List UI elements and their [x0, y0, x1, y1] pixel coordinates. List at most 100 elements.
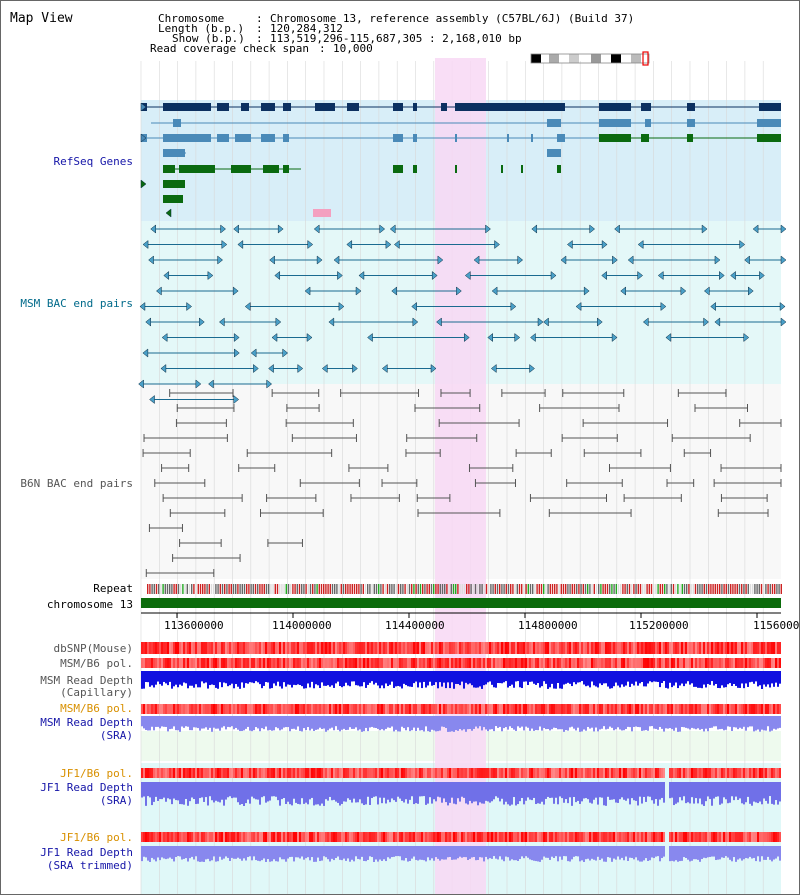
depth-bar: [325, 716, 327, 732]
pol-mark: [427, 768, 429, 778]
label-chromosome: chromosome 13: [46, 598, 133, 611]
pol-mark: [283, 768, 285, 778]
depth-bar: [219, 671, 221, 683]
repeat-mark: [626, 584, 628, 594]
depth-bar: [307, 846, 309, 858]
pol-mark: [647, 704, 649, 714]
depth-bar: [595, 782, 597, 798]
gene-exon: [413, 165, 417, 173]
depth-bar: [481, 716, 483, 731]
pol-mark: [675, 642, 677, 654]
depth-bar: [581, 671, 583, 682]
pol-mark: [773, 704, 775, 714]
pol-mark: [441, 832, 443, 842]
pol-mark: [637, 658, 639, 668]
depth-bar: [209, 716, 211, 728]
pol-mark: [169, 658, 171, 668]
pol-mark: [497, 658, 499, 668]
depth-bar: [539, 671, 541, 688]
pol-mark: [361, 832, 363, 842]
pol-mark: [473, 704, 475, 714]
depth-bar: [371, 716, 373, 727]
depth-bar: [203, 846, 205, 862]
pol-mark: [733, 642, 735, 654]
depth-bar: [711, 782, 713, 806]
bac-end-marker: [436, 317, 442, 327]
bac-end-marker: [463, 332, 470, 343]
depth-bar: [457, 671, 459, 685]
depth-bar: [183, 671, 185, 683]
depth-bar: [503, 671, 505, 683]
depth-bar: [541, 671, 543, 687]
pol-mark: [175, 768, 177, 778]
pol-mark: [323, 832, 325, 842]
depth-bar: [453, 782, 455, 804]
depth-bar: [313, 782, 315, 806]
bac-end-marker: [589, 224, 596, 234]
pol-mark: [737, 658, 739, 668]
pol-mark: [329, 642, 331, 654]
pol-mark: [533, 642, 535, 654]
repeat-mark: [672, 584, 675, 594]
bac-end-marker: [277, 224, 284, 234]
pol-mark: [319, 768, 321, 778]
pol-mark: [299, 642, 301, 654]
pol-mark: [203, 642, 205, 654]
depth-bar: [699, 846, 701, 862]
gene-exon: [231, 165, 251, 173]
pol-mark: [341, 704, 343, 714]
pol-mark: [157, 768, 159, 778]
depth-bar: [325, 846, 327, 858]
pol-mark: [655, 658, 657, 668]
depth-bar: [499, 782, 501, 802]
pol-mark: [683, 768, 685, 778]
depth-bar: [683, 671, 685, 687]
depth-bar: [745, 846, 747, 859]
depth-bar: [569, 671, 571, 684]
pol-mark: [563, 832, 565, 842]
pol-mark: [735, 704, 737, 714]
depth-bar: [405, 782, 407, 800]
pol-mark: [615, 658, 617, 668]
bac-end-marker: [730, 270, 736, 281]
depth-bar: [375, 671, 377, 683]
depth-bar: [675, 846, 677, 861]
depth-bar: [777, 716, 779, 729]
pol-mark: [595, 832, 597, 842]
depth-bar: [587, 716, 589, 727]
pol-mark: [331, 704, 333, 714]
pol-mark: [671, 642, 673, 654]
pol-mark: [237, 832, 239, 842]
depth-bar: [685, 716, 687, 728]
depth-bar: [351, 716, 353, 729]
gene-exon: [455, 165, 457, 173]
depth-bar: [319, 782, 321, 806]
pol-mark: [567, 768, 569, 778]
gene-exon: [441, 103, 447, 111]
pol-mark: [527, 704, 529, 714]
label-jf1-b6-pol-1: JF1/B6 pol.: [60, 767, 133, 780]
pol-mark: [227, 768, 229, 778]
pol-mark: [253, 642, 255, 654]
pol-mark: [295, 704, 297, 714]
pol-mark: [443, 704, 445, 714]
depth-bar: [179, 671, 181, 685]
depth-bar: [323, 846, 325, 857]
pol-mark: [779, 768, 781, 778]
repeat-mark: [287, 584, 290, 594]
pol-mark: [151, 768, 153, 778]
depth-bar: [453, 716, 455, 732]
pol-mark: [621, 768, 623, 778]
depth-bar: [509, 846, 511, 861]
pol-mark: [471, 832, 473, 842]
depth-bar: [435, 671, 437, 683]
depth-bar: [657, 716, 659, 730]
repeat-mark: [767, 584, 769, 594]
bac-end-marker: [389, 224, 396, 234]
depth-bar: [331, 716, 333, 728]
depth-bar: [361, 846, 363, 857]
repeat-mark: [609, 584, 611, 594]
depth-bar: [567, 671, 569, 683]
depth-bar: [631, 846, 633, 858]
